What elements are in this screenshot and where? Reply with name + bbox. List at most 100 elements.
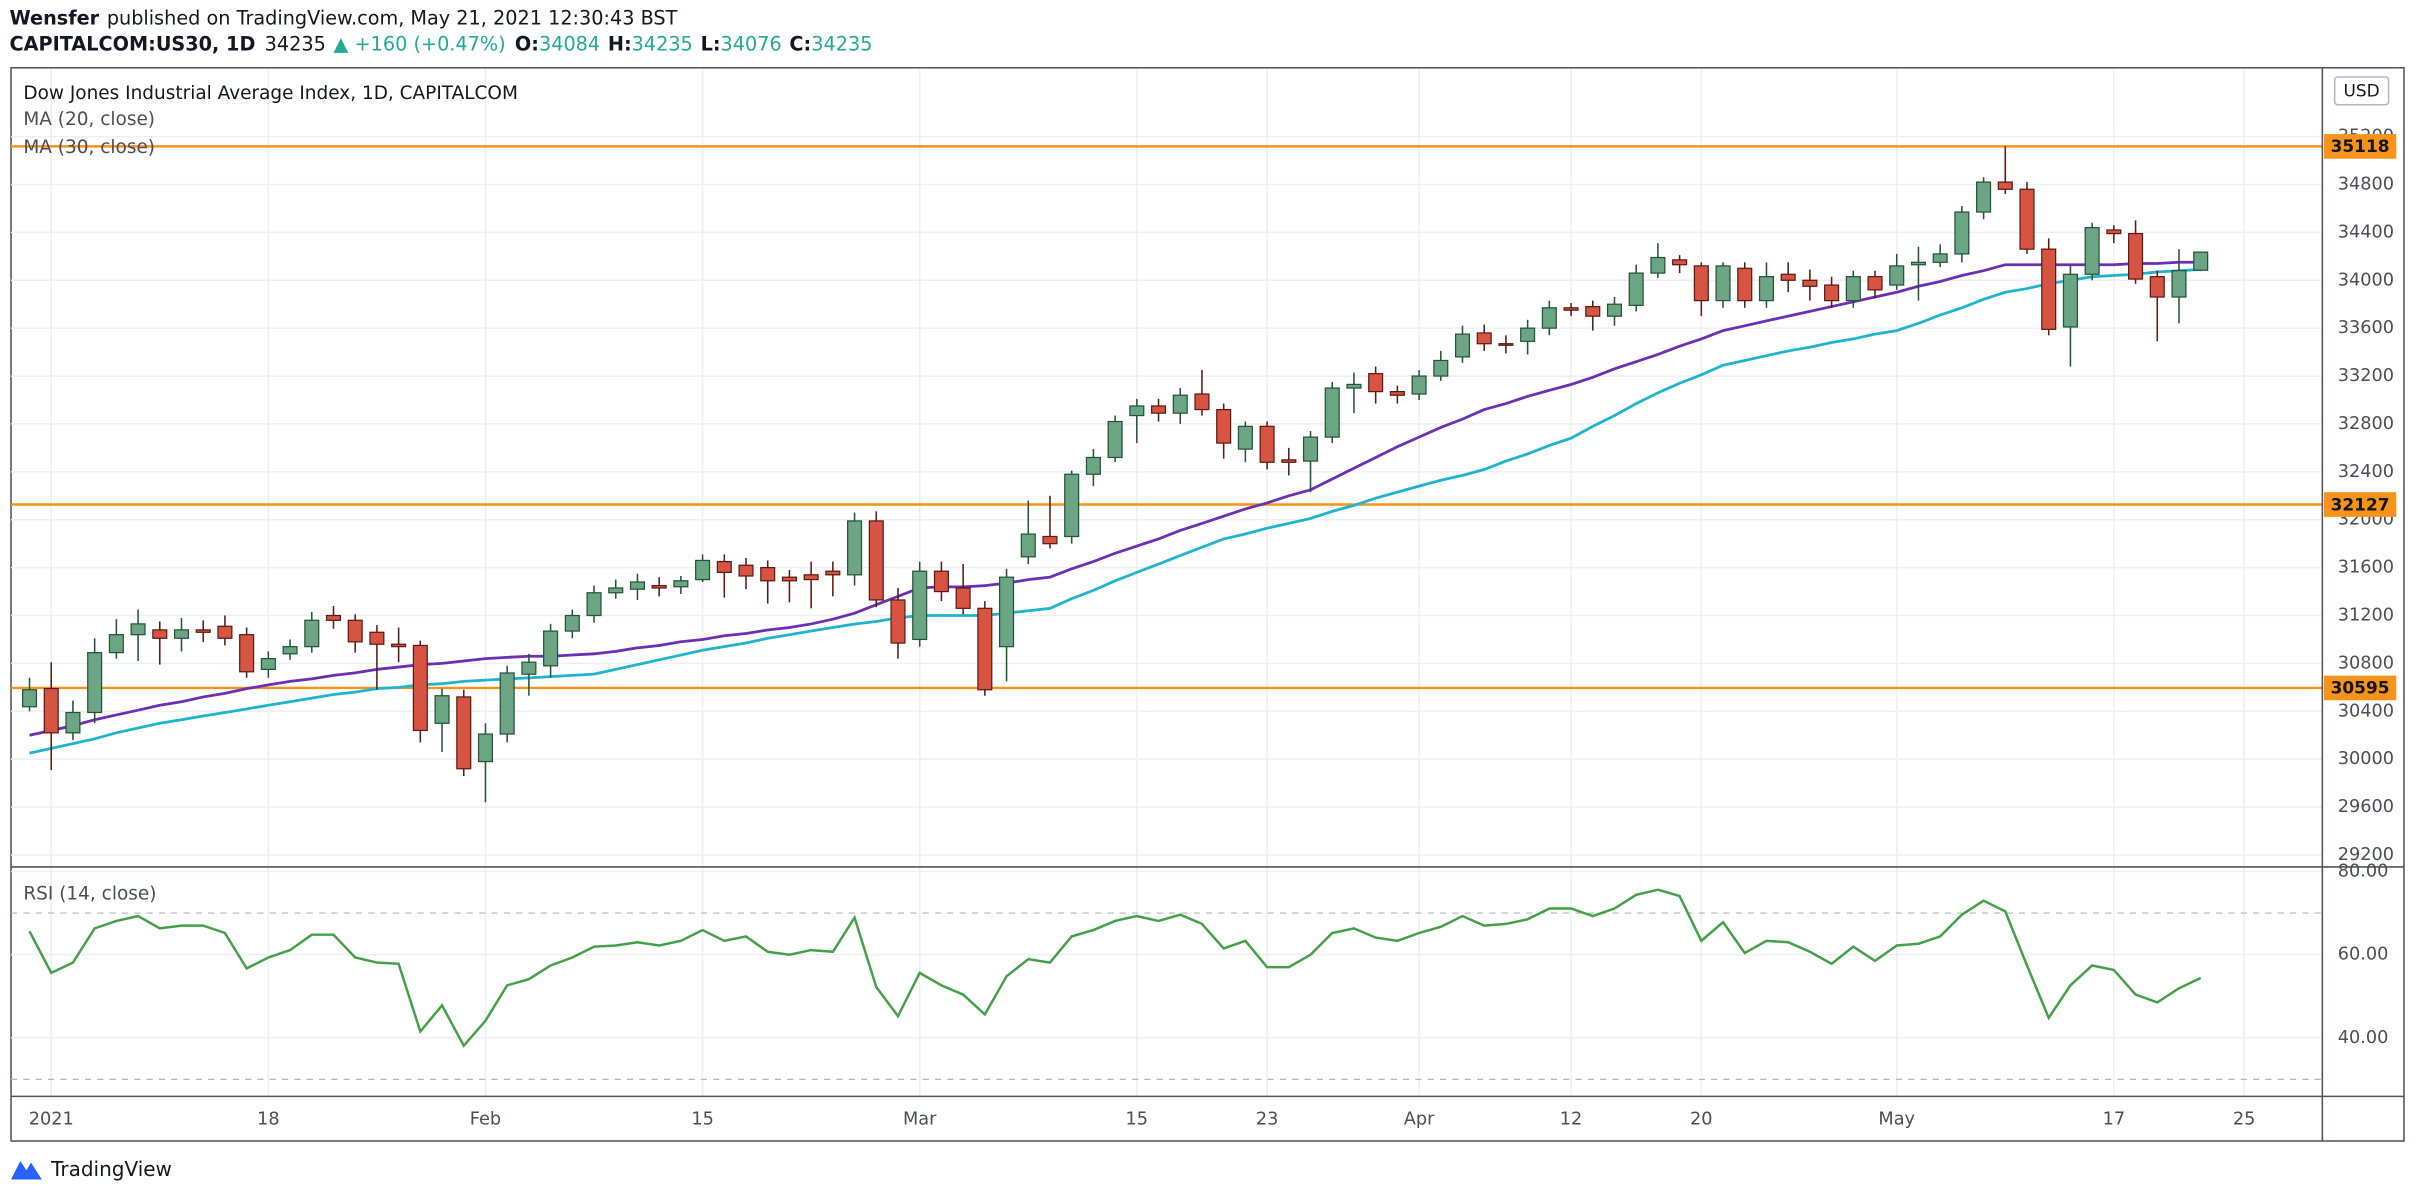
candle-body — [1216, 408, 1232, 444]
ohlc-value: 34076 — [721, 32, 782, 55]
rsi-tick-label: 40.00 — [2338, 1028, 2389, 1048]
change: +160 (+0.47%) — [355, 32, 506, 55]
candle-body — [1889, 265, 1905, 286]
candle-body — [1281, 459, 1297, 463]
candle-body — [1693, 265, 1709, 302]
candle-body — [173, 629, 190, 639]
x-tick-label: 15 — [1126, 1109, 1149, 1129]
ohlc-label: H: — [608, 32, 632, 55]
y-tick-label: 34800 — [2338, 174, 2394, 194]
candle-body — [217, 625, 233, 639]
x-tick-label: 18 — [257, 1109, 280, 1129]
y-tick-label: 32400 — [2338, 462, 2394, 482]
candle-body — [1194, 393, 1210, 411]
y-tick-label: 31600 — [2338, 558, 2394, 578]
candle-body — [1672, 259, 1688, 266]
rsi-tick-label: 60.00 — [2338, 945, 2389, 965]
ohlc-label: O: — [515, 32, 539, 55]
candle-body — [673, 580, 689, 588]
candle-body — [1302, 436, 1319, 462]
candle-body — [1563, 307, 1579, 311]
frame — [10, 66, 2405, 1142]
candle-body — [543, 630, 559, 667]
candle-body — [1867, 276, 1883, 291]
candle-body — [1368, 373, 1384, 393]
candle-body — [1628, 272, 1644, 307]
candle-body — [108, 634, 124, 654]
candle-body — [1650, 256, 1666, 274]
symbol: CAPITALCOM:US30, 1D — [10, 32, 256, 55]
candle-body — [521, 661, 537, 675]
candle-body — [195, 629, 211, 633]
x-tick-label: 23 — [1256, 1109, 1279, 1129]
chart-title: Dow Jones Industrial Average Index, 1D, … — [23, 83, 518, 104]
x-tick-label: Apr — [1404, 1109, 1435, 1129]
candle-body — [1737, 267, 1753, 302]
author: Wensfer — [10, 6, 100, 29]
candle-body — [1107, 420, 1123, 459]
candle-body — [1802, 279, 1818, 287]
candle-body — [1498, 343, 1514, 346]
ma-line — [29, 260, 2201, 737]
level-label: 32127 — [2331, 494, 2390, 514]
x-tick-label: Mar — [903, 1109, 937, 1129]
candle-body — [1042, 535, 1058, 545]
candle-body — [825, 570, 841, 576]
candle-body — [781, 576, 797, 582]
footer-brand: TradingView — [50, 1157, 172, 1181]
candle-body — [1541, 307, 1557, 329]
candle-body — [1780, 273, 1796, 281]
candle-body — [391, 643, 407, 648]
legend-entry: MA (20, close) — [23, 109, 155, 130]
x-tick-label: Feb — [470, 1109, 501, 1129]
y-tick-label: 32800 — [2338, 414, 2394, 434]
up-arrow: ▲ — [334, 32, 349, 55]
candle-body — [1758, 276, 1775, 302]
rsi-tick-label: 80.00 — [2338, 862, 2389, 882]
candle-body — [608, 587, 624, 594]
level-tag — [2323, 134, 2397, 159]
candle-body — [1845, 276, 1861, 302]
candle-body — [456, 696, 472, 770]
candle-body — [695, 559, 711, 581]
ohlc-value: 34235 — [811, 32, 872, 55]
x-tick-label: 17 — [2103, 1109, 2126, 1129]
currency-box: USD — [2333, 76, 2390, 106]
candle-body — [1606, 303, 1623, 317]
candle-body — [43, 687, 59, 734]
candle-body — [304, 619, 320, 648]
ohlc-label: L: — [701, 32, 721, 55]
candle-body — [2019, 188, 2035, 250]
level-tag — [2323, 492, 2397, 517]
candle-body — [1520, 327, 1536, 342]
candle-body — [738, 564, 754, 577]
y-tick-label: 30400 — [2338, 701, 2394, 721]
level-label: 30595 — [2331, 678, 2390, 698]
candle-body — [586, 592, 602, 617]
candle-body — [999, 576, 1015, 648]
x-tick-label: 20 — [1690, 1109, 1713, 1129]
candle-body — [1324, 387, 1340, 438]
y-tick-label: 33600 — [2338, 318, 2394, 338]
published: published on TradingView.com, May 21, 20… — [107, 6, 678, 29]
candle-body — [868, 520, 884, 601]
candle-body — [955, 587, 971, 609]
candle-body — [1020, 533, 1036, 558]
candle-body — [760, 567, 776, 582]
y-tick-label: 30000 — [2338, 749, 2394, 769]
candle-body — [629, 581, 645, 590]
candle-body — [1476, 332, 1492, 345]
y-tick-label: 29600 — [2338, 797, 2394, 817]
candle-body — [912, 570, 928, 641]
candle-body — [260, 657, 276, 671]
x-tick-label: 12 — [1560, 1109, 1583, 1129]
candle-body — [2062, 273, 2078, 328]
legend-entry: MA (30, close) — [23, 137, 155, 158]
level-tag — [2323, 675, 2397, 701]
candle-body — [564, 614, 580, 632]
symbol-line: CAPITALCOM:US30, 1D 34235 ▲ +160 (+0.47%) O:… — [10, 32, 873, 55]
candle-body — [933, 570, 949, 593]
rsi-line — [28, 888, 2202, 1048]
